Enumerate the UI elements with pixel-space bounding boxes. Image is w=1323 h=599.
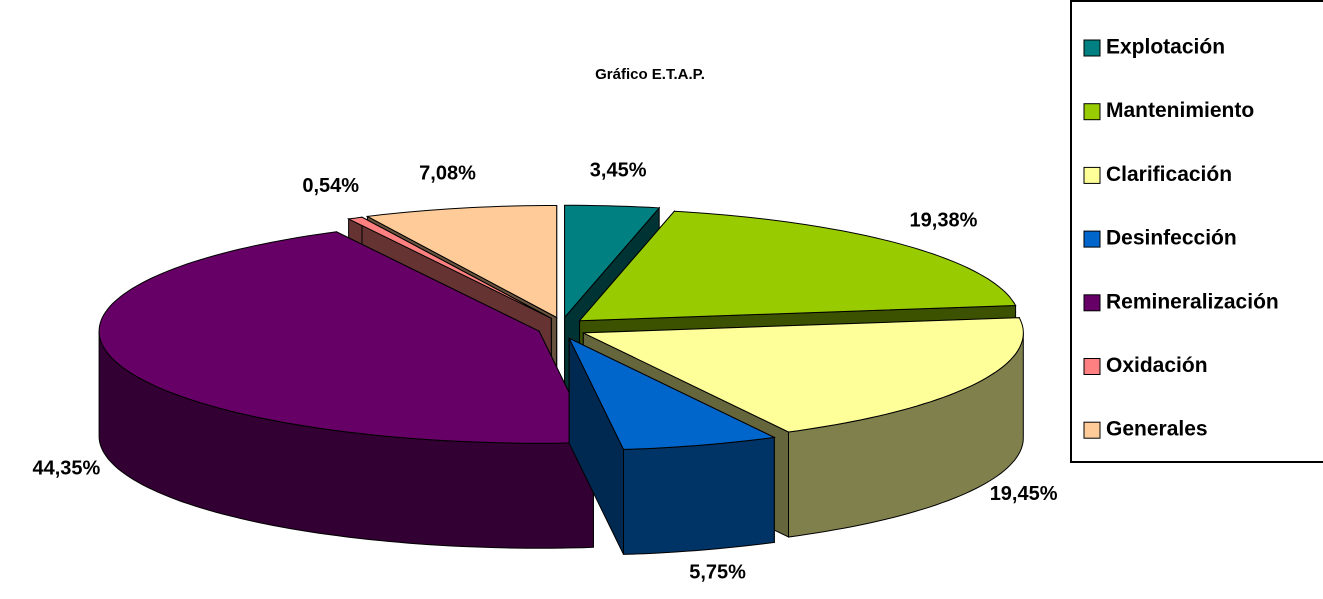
slice bbox=[583, 317, 1024, 433]
slice bbox=[578, 210, 1017, 322]
slice bbox=[346, 216, 552, 319]
legend-swatch bbox=[1083, 358, 1101, 375]
legend-swatch bbox=[1083, 294, 1101, 312]
slice bbox=[98, 231, 595, 444]
slice-side bbox=[623, 436, 775, 555]
data-label: 19,38% bbox=[910, 209, 978, 231]
legend-label: Oxidación bbox=[1106, 354, 1208, 377]
data-label: 5,75% bbox=[689, 561, 746, 583]
legend-label: Mantenimiento bbox=[1106, 99, 1254, 122]
data-label: 3,45% bbox=[590, 159, 647, 181]
legend-label: Remineralización bbox=[1106, 290, 1279, 313]
legend-swatch bbox=[1083, 230, 1101, 248]
data-label: 0,54% bbox=[302, 175, 359, 197]
legend-label: Clarificación bbox=[1106, 163, 1232, 186]
data-label: 19,45% bbox=[990, 483, 1058, 505]
legend-label: Generales bbox=[1106, 418, 1208, 441]
chart-title: Gráfico E.T.A.P. bbox=[595, 66, 705, 83]
legend-label: Explotación bbox=[1106, 36, 1225, 59]
legend-label: Desinfección bbox=[1106, 227, 1237, 250]
slice bbox=[365, 205, 558, 319]
slice bbox=[568, 337, 777, 555]
slice bbox=[98, 230, 595, 549]
slice bbox=[564, 204, 661, 319]
legend-swatch bbox=[1083, 103, 1101, 121]
data-label: 7,08% bbox=[419, 162, 476, 184]
legend-swatch bbox=[1083, 166, 1101, 184]
legend-box bbox=[1070, 0, 1323, 463]
data-label: 44,35% bbox=[32, 458, 100, 480]
slice bbox=[568, 337, 777, 450]
legend-swatch bbox=[1083, 421, 1101, 439]
legend-swatch bbox=[1083, 39, 1101, 57]
